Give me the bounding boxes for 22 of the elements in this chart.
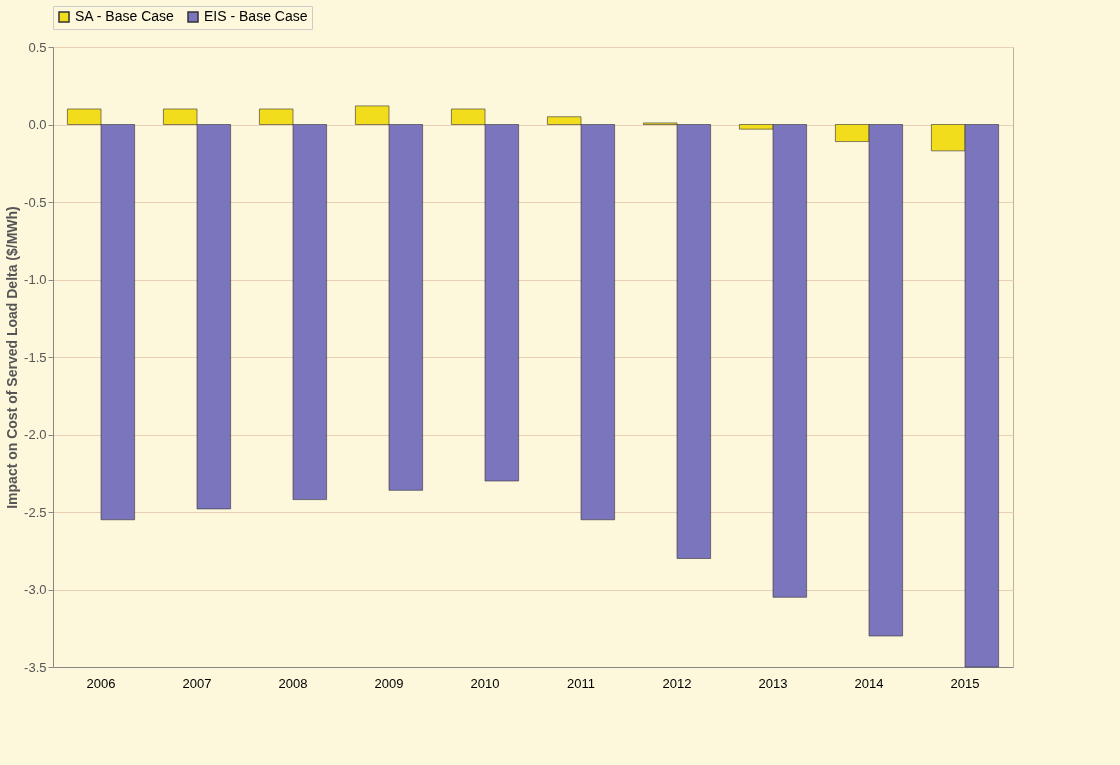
- y-tick-label: -3.5: [24, 659, 47, 675]
- y-tick-label: -1.5: [24, 349, 47, 365]
- x-tick-label: 2012: [662, 675, 692, 691]
- legend-label: SA - Base Case: [75, 8, 175, 24]
- x-tick-label: 2007: [182, 675, 212, 691]
- y-tick-label: -3.0: [24, 582, 47, 597]
- legend-label: EIS - Base Case: [204, 8, 308, 24]
- y-tick-label: -2.5: [24, 504, 47, 520]
- x-tick-label: 2011: [567, 675, 595, 691]
- y-tick-label: -2.0: [24, 427, 47, 442]
- x-tick-label: 2013: [758, 675, 788, 691]
- x-tick-label: 2006: [86, 675, 116, 691]
- x-tick-label: 2010: [470, 675, 500, 691]
- y-axis-title: Impact on Cost of Served Load Delta ($/MWh): [4, 206, 21, 509]
- x-tick-label: 2015: [950, 675, 980, 691]
- x-tick-label: 2009: [374, 675, 404, 691]
- x-tick-label: 2014: [854, 675, 884, 691]
- y-tick-label: -0.5: [24, 194, 47, 210]
- x-tick-label: 2008: [278, 675, 308, 691]
- y-tick-label: 0.5: [28, 39, 47, 55]
- y-tick-label: -1.0: [24, 272, 47, 287]
- y-tick-label: 0.0: [28, 117, 47, 132]
